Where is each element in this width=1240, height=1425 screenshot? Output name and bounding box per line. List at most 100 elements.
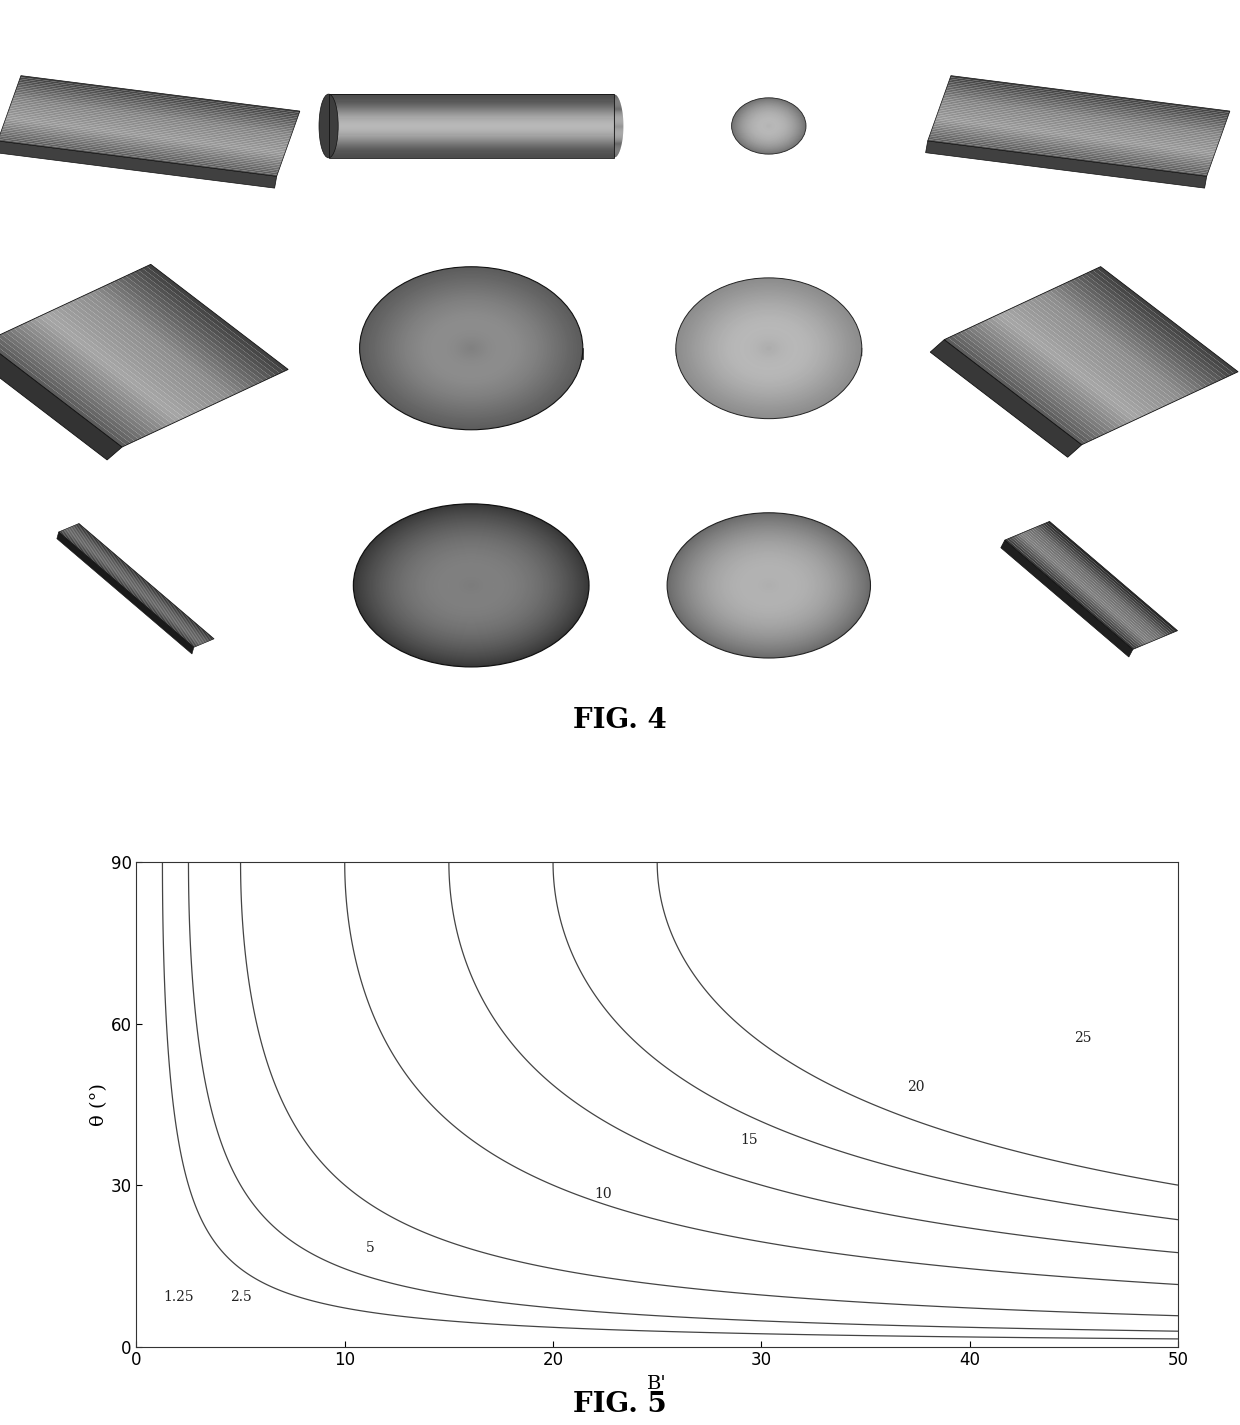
Ellipse shape (751, 114, 786, 138)
Ellipse shape (720, 312, 817, 385)
Ellipse shape (419, 550, 523, 621)
Ellipse shape (733, 321, 805, 375)
Polygon shape (1007, 309, 1148, 416)
Ellipse shape (702, 298, 836, 399)
Ellipse shape (440, 564, 502, 607)
Ellipse shape (750, 335, 787, 362)
Ellipse shape (761, 342, 776, 355)
Polygon shape (7, 113, 286, 150)
Ellipse shape (722, 314, 816, 383)
Polygon shape (360, 348, 583, 359)
Ellipse shape (438, 323, 505, 373)
Ellipse shape (745, 108, 792, 144)
Ellipse shape (362, 510, 580, 661)
Polygon shape (987, 318, 1128, 425)
Ellipse shape (742, 566, 796, 604)
Polygon shape (942, 98, 1221, 135)
Polygon shape (69, 527, 205, 643)
Ellipse shape (708, 542, 830, 628)
Ellipse shape (372, 517, 570, 654)
Ellipse shape (763, 121, 775, 131)
Polygon shape (19, 78, 299, 115)
Ellipse shape (768, 584, 770, 586)
Polygon shape (56, 306, 197, 415)
Polygon shape (7, 111, 288, 148)
Polygon shape (97, 288, 238, 395)
Ellipse shape (429, 556, 513, 616)
Polygon shape (1043, 523, 1173, 634)
Ellipse shape (765, 123, 773, 128)
Ellipse shape (441, 564, 501, 606)
Ellipse shape (680, 522, 858, 648)
Polygon shape (68, 301, 210, 408)
Ellipse shape (374, 519, 568, 653)
Ellipse shape (459, 339, 484, 358)
Ellipse shape (750, 571, 787, 598)
Ellipse shape (415, 547, 527, 624)
Ellipse shape (739, 564, 799, 606)
Ellipse shape (383, 524, 559, 647)
Polygon shape (940, 105, 1219, 142)
Polygon shape (932, 127, 1211, 164)
Ellipse shape (443, 566, 500, 604)
Ellipse shape (360, 507, 583, 663)
Polygon shape (118, 278, 259, 385)
Polygon shape (6, 115, 286, 152)
Polygon shape (61, 530, 197, 647)
Ellipse shape (466, 583, 476, 589)
Ellipse shape (724, 554, 813, 617)
Ellipse shape (408, 302, 534, 395)
Ellipse shape (378, 522, 564, 650)
Ellipse shape (692, 289, 846, 408)
Ellipse shape (376, 519, 567, 651)
Ellipse shape (765, 583, 773, 589)
Ellipse shape (766, 584, 771, 587)
Ellipse shape (386, 526, 557, 644)
Ellipse shape (689, 529, 848, 641)
Ellipse shape (760, 120, 777, 133)
Polygon shape (0, 133, 279, 170)
Ellipse shape (751, 573, 786, 598)
Ellipse shape (680, 281, 858, 416)
Polygon shape (1018, 304, 1159, 410)
Ellipse shape (446, 331, 496, 366)
Polygon shape (15, 90, 295, 127)
Text: 15: 15 (740, 1133, 758, 1147)
Polygon shape (17, 325, 160, 432)
Polygon shape (0, 341, 126, 447)
Polygon shape (1001, 540, 1133, 657)
Y-axis label: θ (°): θ (°) (89, 1083, 108, 1126)
Polygon shape (946, 88, 1225, 125)
Ellipse shape (737, 103, 801, 150)
Polygon shape (1027, 530, 1157, 640)
Polygon shape (1054, 286, 1195, 393)
Ellipse shape (672, 516, 866, 654)
Ellipse shape (374, 278, 568, 419)
Polygon shape (925, 141, 1207, 188)
Ellipse shape (724, 315, 813, 382)
Ellipse shape (413, 306, 529, 390)
Ellipse shape (360, 266, 583, 430)
Polygon shape (936, 115, 1216, 152)
Ellipse shape (424, 553, 518, 618)
Ellipse shape (423, 551, 520, 618)
Ellipse shape (356, 506, 587, 665)
Ellipse shape (755, 115, 781, 135)
Ellipse shape (697, 295, 839, 402)
Polygon shape (60, 305, 201, 412)
Ellipse shape (687, 527, 851, 644)
Polygon shape (999, 312, 1141, 419)
Polygon shape (62, 530, 198, 646)
Polygon shape (20, 76, 300, 113)
Ellipse shape (377, 520, 565, 651)
Polygon shape (930, 134, 1209, 171)
Polygon shape (946, 87, 1226, 124)
Polygon shape (949, 78, 1229, 115)
Polygon shape (1050, 288, 1192, 396)
Text: 25: 25 (1074, 1032, 1091, 1045)
Polygon shape (58, 532, 195, 647)
Polygon shape (4, 123, 283, 160)
Ellipse shape (382, 523, 560, 647)
Polygon shape (932, 124, 1213, 161)
Polygon shape (30, 319, 172, 426)
